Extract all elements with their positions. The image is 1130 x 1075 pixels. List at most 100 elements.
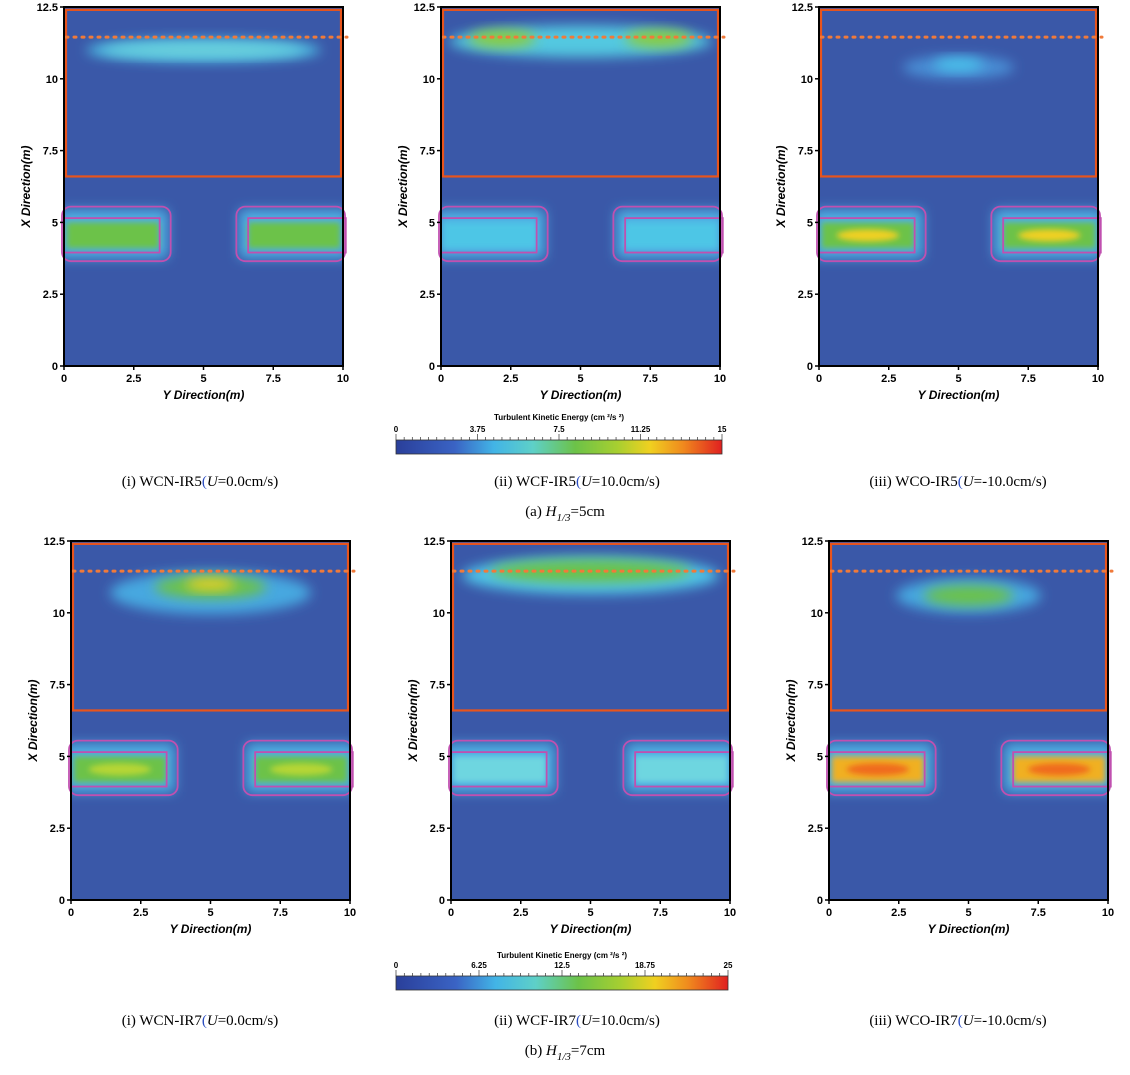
x-tick-label: 2.5: [891, 907, 906, 919]
caption-u-value: =0.0cm/s): [218, 474, 279, 490]
structure-outline: [441, 8, 720, 178]
tke-contour: [1027, 763, 1091, 776]
wave-symbol: H: [545, 504, 558, 520]
x-tick-label: 10: [714, 373, 726, 385]
x-tick-label: 5: [577, 373, 583, 385]
caption-paren: (: [958, 474, 963, 490]
breakwater-inner: [1002, 217, 1102, 254]
wave-value: =5cm: [571, 504, 606, 520]
caption-case: WCF-IR5: [516, 474, 576, 490]
caption-roman: (iii): [869, 474, 895, 490]
x-tick-label: 2.5: [503, 373, 518, 385]
colorbar-title: Turbulent Kinetic Energy (cm ²/s ²): [494, 413, 624, 422]
colorbar: Turbulent Kinetic Energy (cm ²/s ²) 0 3.75…: [394, 413, 727, 455]
plot-panel: 0 2.5 5 7.5 10 12.5 0 2.5 5 7.5 10 Y Direction(m) X …: [396, 2, 726, 402]
y-tick-label: 2.5: [808, 823, 823, 835]
tke-contour: [635, 756, 728, 783]
x-tick-label: 10: [724, 907, 736, 919]
y-tick-label: 0: [807, 361, 813, 373]
tke-contour: [453, 756, 546, 783]
x-tick-label: 0: [61, 373, 67, 385]
panel-caption: (i) WCN-IR5(U=0.0cm/s): [122, 474, 279, 490]
y-tick-label: 0: [429, 361, 435, 373]
plot-panel: 0 2.5 5 7.5 10 12.5 0 2.5 5 7.5 10 Y Direction(m) X …: [26, 536, 356, 936]
x-tick-label: 0: [68, 907, 74, 919]
tke-contour: [103, 43, 304, 57]
breakwater-inner: [634, 751, 734, 788]
colorbar: Turbulent Kinetic Energy (cm ²/s ²) 0 6.25…: [394, 951, 733, 991]
breakwater-inner: [624, 217, 724, 254]
caption-roman: (iii): [869, 1013, 895, 1029]
colorbar-tick-label: 6.25: [471, 961, 487, 970]
structure-outline: [819, 8, 1098, 178]
caption-u-symbol: U: [207, 474, 219, 490]
y-tick-label: 7.5: [798, 146, 813, 158]
y-tick-label: 10: [811, 608, 823, 620]
y-tick-label: 10: [53, 608, 65, 620]
x-tick-label: 2.5: [126, 373, 141, 385]
x-tick-label: 5: [955, 373, 961, 385]
x-tick-label: 10: [1102, 907, 1114, 919]
y-tick-label: 12.5: [802, 536, 823, 548]
y-tick-label: 2.5: [420, 289, 435, 301]
breakwater-outline: [438, 205, 549, 263]
x-axis-label: Y Direction(m): [928, 922, 1010, 936]
x-tick-label: 7.5: [643, 373, 658, 385]
caption-u-symbol: U: [963, 1013, 975, 1029]
x-tick-label: 7.5: [653, 907, 668, 919]
tke-contour: [248, 222, 341, 249]
structure-outline: [64, 8, 343, 178]
tke-contour: [846, 763, 910, 776]
contour-background: [64, 7, 343, 366]
y-tick-label: 12.5: [792, 2, 813, 14]
y-tick-label: 0: [52, 361, 58, 373]
caption-paren: (: [202, 1013, 207, 1029]
plot-panel: 0 2.5 5 7.5 10 12.5 0 2.5 5 7.5 10 Y Direction(m) X …: [406, 536, 736, 936]
row-caption: (a) H1/3=5cm: [525, 504, 605, 524]
y-tick-label: 0: [439, 895, 445, 907]
y-tick-label: 7.5: [50, 680, 65, 692]
y-tick-label: 10: [433, 608, 445, 620]
y-tick-label: 5: [807, 217, 813, 229]
x-tick-label: 7.5: [273, 907, 288, 919]
structure-outline: [829, 542, 1108, 712]
plot-panel: 0 2.5 5 7.5 10 12.5 0 2.5 5 7.5 10 Y Direction(m) X …: [774, 2, 1104, 402]
caption-roman: (i): [122, 474, 140, 490]
caption-paren: (: [202, 474, 207, 490]
colorbar-tick-label: 0: [394, 961, 399, 970]
breakwater-inner: [254, 751, 354, 788]
y-axis-label: X Direction(m): [406, 679, 420, 762]
tke-contour: [625, 222, 718, 249]
x-tick-label: 7.5: [266, 373, 281, 385]
tke-contour: [933, 58, 984, 71]
wave-value: =7cm: [571, 1043, 606, 1059]
caption-u-value: =10.0cm/s): [592, 474, 660, 490]
contour-background: [441, 7, 720, 366]
tke-contour: [269, 763, 333, 776]
panel-caption: (iii) WCO-IR7(U=-10.0cm/s): [869, 1013, 1046, 1029]
caption-paren: (: [576, 474, 581, 490]
colorbar-tick-label: 7.5: [553, 425, 565, 434]
x-axis-label: Y Direction(m): [918, 388, 1000, 402]
wave-subscript: 1/3: [557, 1051, 572, 1063]
x-axis-label: Y Direction(m): [550, 922, 632, 936]
caption-u-value: =10.0cm/s): [592, 1013, 660, 1029]
y-tick-label: 0: [817, 895, 823, 907]
colorbar-gradient: [395, 439, 723, 455]
caption-case: WCN-IR5: [139, 474, 202, 490]
caption-case: WCN-IR7: [139, 1013, 202, 1029]
row-label: (a): [525, 504, 545, 520]
row-label: (b): [525, 1043, 546, 1059]
y-tick-label: 7.5: [430, 680, 445, 692]
structure-outline: [451, 542, 730, 712]
x-tick-label: 10: [337, 373, 349, 385]
x-tick-label: 0: [438, 373, 444, 385]
colorbar-tick-label: 12.5: [554, 961, 570, 970]
plot-panel: 0 2.5 5 7.5 10 12.5 0 2.5 5 7.5 10 Y Direction(m) X …: [784, 536, 1114, 936]
colorbar-tick-label: 11.25: [631, 425, 651, 434]
colorbar-tick-label: 0: [394, 425, 399, 434]
y-tick-label: 2.5: [798, 289, 813, 301]
panel-caption: (ii) WCF-IR7(U=10.0cm/s): [494, 1013, 660, 1029]
colorbar-gradient: [395, 975, 729, 991]
y-tick-label: 5: [439, 751, 445, 763]
